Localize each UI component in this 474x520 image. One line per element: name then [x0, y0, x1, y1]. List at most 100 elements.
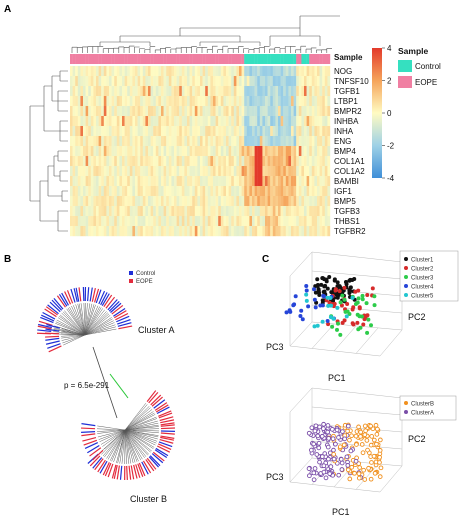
heatmap-cell — [106, 166, 110, 177]
tree-leaf-label — [107, 299, 118, 311]
heatmap-cell — [215, 166, 219, 177]
heatmap-cell — [241, 146, 245, 157]
sample-bar-cell — [311, 54, 315, 64]
tree-branch — [86, 303, 93, 326]
heatmap-cell — [200, 206, 203, 217]
tree-leaf-label — [108, 300, 120, 312]
heatmap-cell — [98, 116, 102, 127]
sample-bar-cell — [291, 54, 294, 64]
heatmap-cell — [192, 226, 195, 237]
heatmap-cell — [285, 76, 289, 87]
heatmap-cell — [101, 106, 104, 117]
heatmap-cell — [197, 216, 201, 227]
sample-bar-cell — [88, 54, 91, 64]
heatmap-cell — [187, 116, 190, 127]
tree-leaf-label — [154, 402, 168, 411]
tree-leaf-label — [133, 464, 138, 479]
heatmap-cell — [140, 146, 143, 157]
pca-point — [372, 294, 377, 299]
heatmap-cell — [324, 206, 328, 217]
heatmap-cell — [90, 196, 94, 207]
sample-bar-cell — [132, 54, 136, 64]
heatmap-cell — [285, 146, 289, 157]
heatmap-cell — [132, 146, 136, 157]
heatmap-cell — [200, 196, 203, 207]
dendrogram-branch — [57, 90, 68, 112]
heatmap-cell — [142, 216, 146, 227]
heatmap-cell — [184, 196, 188, 207]
heatmap-cell — [275, 156, 279, 167]
axis-box-edge — [289, 251, 313, 277]
heatmap-cell — [109, 106, 112, 117]
heatmap-cell — [244, 86, 247, 97]
heatmap-cell — [275, 126, 279, 137]
sample-bar-cell — [174, 54, 177, 64]
heatmap-cell — [124, 106, 128, 117]
heatmap-cell — [80, 206, 84, 217]
heatmap-cell — [213, 216, 216, 227]
heatmap-cell — [291, 116, 294, 127]
heatmap-cell — [236, 86, 240, 97]
pca-point — [369, 434, 375, 439]
heatmap-cell — [306, 116, 310, 127]
heatmap-cell — [236, 136, 240, 147]
heatmap-cell — [228, 136, 232, 147]
heatmap-cell — [101, 116, 104, 127]
heatmap-cell — [205, 206, 208, 217]
heatmap-cell — [77, 116, 81, 127]
heatmap-cell — [270, 116, 273, 127]
heatmap-cell — [187, 166, 190, 177]
heatmap-cell — [293, 166, 297, 177]
heatmap-cell — [122, 136, 125, 147]
tree-leaf-label — [117, 319, 131, 325]
tree-leaf-label — [87, 287, 90, 302]
heatmap-cell — [103, 226, 107, 237]
heatmap-cell — [246, 166, 250, 177]
pca-bottom-legend-box — [399, 395, 457, 421]
heatmap-cell — [153, 76, 156, 87]
dendrogram-branch — [248, 49, 254, 53]
heatmap-cell — [231, 116, 234, 127]
heatmap-cell — [306, 126, 310, 137]
sample-bar-cell — [171, 54, 175, 64]
heatmap-cell — [70, 196, 73, 207]
tree-leaf-label — [157, 443, 172, 450]
heatmap-cell — [272, 196, 276, 207]
heatmap-cell — [280, 166, 284, 177]
heatmap-cell — [239, 216, 242, 227]
heatmap-cell — [236, 176, 240, 187]
heatmap-cell — [80, 86, 84, 97]
dendrogram-branch — [170, 48, 176, 53]
heatmap-cell — [233, 166, 237, 177]
heatmap-cell — [116, 186, 120, 197]
heatmap-cell — [231, 76, 234, 87]
heatmap-cell — [77, 96, 81, 107]
heatmap-cell — [220, 196, 224, 207]
heatmap-cell — [114, 126, 117, 137]
heatmap-cell — [129, 66, 133, 77]
heatmap-cell — [109, 156, 112, 167]
heatmap-cell — [327, 186, 331, 197]
heatmap-cell — [220, 206, 224, 217]
heatmap-cell — [88, 146, 91, 157]
heatmap-cell — [309, 66, 312, 77]
heatmap-cell — [215, 116, 219, 127]
heatmap-cell — [171, 86, 175, 97]
heatmap-cell — [293, 156, 297, 167]
heatmap-cell — [155, 136, 159, 147]
dendrogram-branch — [87, 46, 93, 53]
heatmap-cell — [205, 216, 208, 227]
heatmap-cell — [306, 106, 310, 117]
tree-leaf-label — [100, 292, 108, 306]
heatmap-cell — [98, 166, 102, 177]
heatmap-cell — [158, 166, 162, 177]
pca-point — [370, 286, 375, 291]
heatmap-cell — [137, 176, 141, 187]
heatmap-cell — [135, 186, 138, 197]
heatmap-cell — [142, 196, 146, 207]
tree-leaf-label — [38, 320, 53, 326]
tree-branch — [121, 441, 125, 464]
heatmap-cell — [280, 116, 284, 127]
heatmap-cell — [122, 116, 125, 127]
pca-point — [344, 454, 350, 460]
